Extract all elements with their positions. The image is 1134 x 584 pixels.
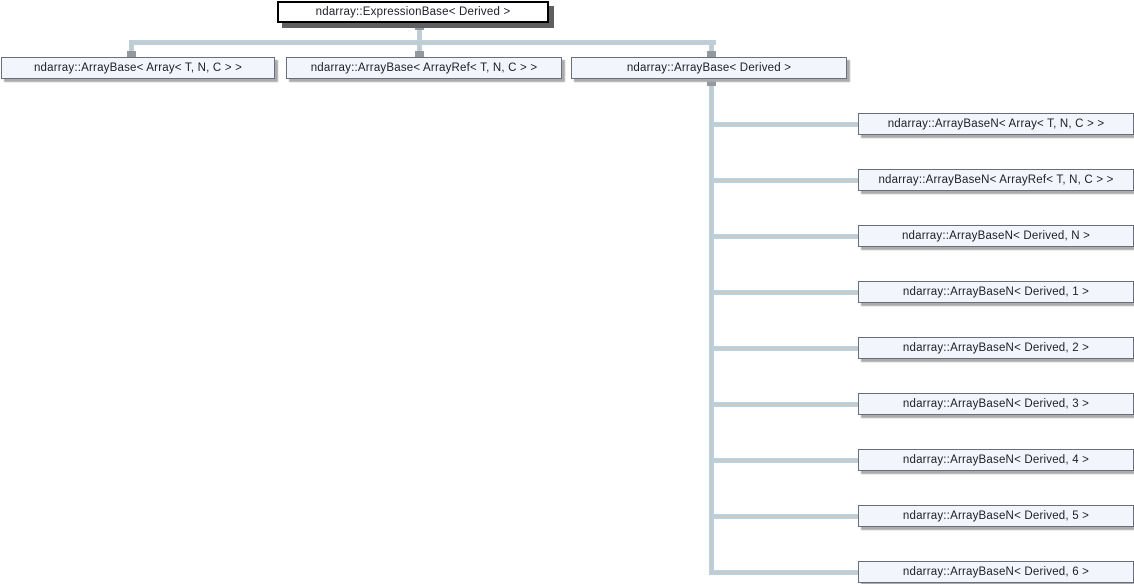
connector-drop-arraybase-array	[129, 40, 134, 57]
node-arraybase-array[interactable]: ndarray::ArrayBase< Array< T, N, C > >	[1, 57, 275, 79]
node-arraybasen-array[interactable]: ndarray::ArrayBaseN< Array< T, N, C > >	[858, 113, 1134, 135]
connector-branch-arraybasen-5	[714, 402, 858, 407]
node-arraybasen-derived-n[interactable]: ndarray::ArrayBaseN< Derived, N >	[858, 225, 1134, 247]
node-arraybasen-derived-4[interactable]: ndarray::ArrayBaseN< Derived, 4 >	[858, 449, 1134, 471]
junction-nub-arraybase-array	[127, 51, 136, 58]
connector-main-rail	[129, 40, 716, 45]
junction-nub-arraybase-derived	[707, 51, 716, 58]
connector-branch-arraybasen-1	[714, 178, 858, 183]
connector-trunk-arraybasen	[709, 79, 714, 575]
node-arraybasen-derived-3[interactable]: ndarray::ArrayBaseN< Derived, 3 >	[858, 393, 1134, 415]
node-arraybasen-derived-6[interactable]: ndarray::ArrayBaseN< Derived, 6 >	[858, 561, 1134, 583]
connector-branch-arraybasen-7	[714, 514, 858, 519]
node-arraybasen-derived-1[interactable]: ndarray::ArrayBaseN< Derived, 1 >	[858, 281, 1134, 303]
node-expressionbase-derived[interactable]: ndarray::ExpressionBase< Derived >	[277, 1, 549, 23]
junction-nub-arraybase-arrayref	[415, 51, 424, 58]
junction-nub-root	[415, 23, 424, 30]
node-arraybase-derived[interactable]: ndarray::ArrayBase< Derived >	[571, 57, 847, 79]
node-arraybasen-derived-2[interactable]: ndarray::ArrayBaseN< Derived, 2 >	[858, 337, 1134, 359]
connector-branch-arraybasen-0	[714, 122, 858, 127]
connector-branch-arraybasen-2	[714, 234, 858, 239]
node-arraybasen-arrayref[interactable]: ndarray::ArrayBaseN< ArrayRef< T, N, C >…	[858, 169, 1134, 191]
connector-branch-arraybasen-8	[714, 570, 858, 575]
junction-nub-trunk-start	[707, 79, 716, 86]
connector-branch-arraybasen-6	[714, 458, 858, 463]
node-arraybasen-derived-5[interactable]: ndarray::ArrayBaseN< Derived, 5 >	[858, 505, 1134, 527]
node-arraybase-arrayref[interactable]: ndarray::ArrayBase< ArrayRef< T, N, C > …	[286, 57, 562, 79]
connector-branch-arraybasen-3	[714, 290, 858, 295]
connector-branch-arraybasen-4	[714, 346, 858, 351]
connector-drop-arraybase-derived	[709, 40, 714, 57]
